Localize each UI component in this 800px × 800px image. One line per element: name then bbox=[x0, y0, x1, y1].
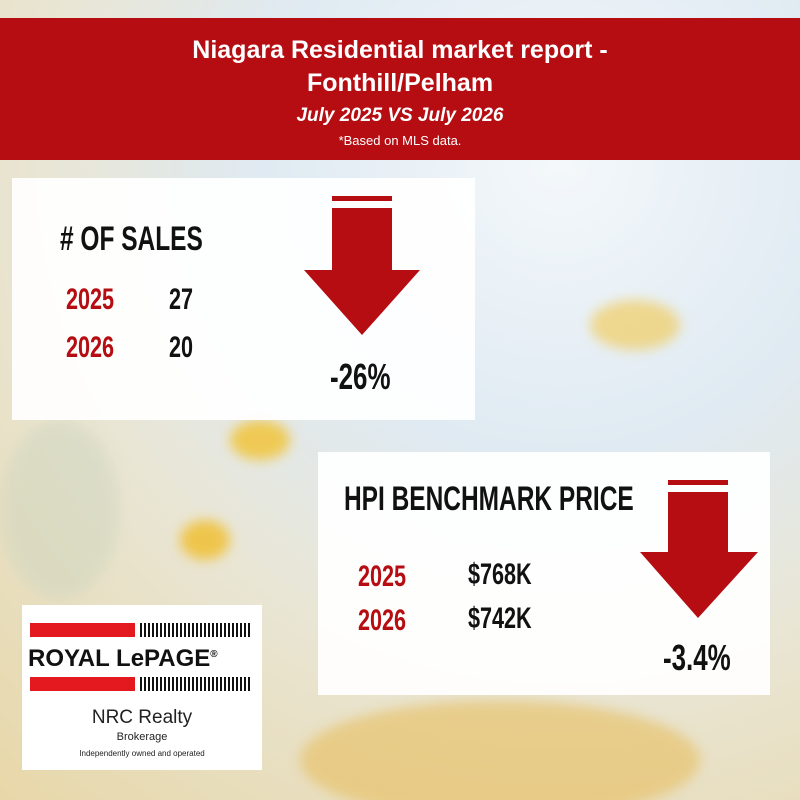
foliage bbox=[0, 420, 120, 600]
down-arrow bbox=[304, 196, 420, 335]
logo-card: ROYAL LePAGE® NRC Realty Brokerage Indep… bbox=[22, 605, 262, 770]
value: $742K bbox=[468, 602, 532, 635]
title: Niagara Residential market report - bbox=[192, 36, 608, 64]
card-title: HPI BENCHMARK PRICE bbox=[344, 480, 634, 518]
year: 2026 bbox=[358, 604, 407, 637]
flower bbox=[230, 420, 290, 460]
subtitle: July 2025 VS July 2026 bbox=[296, 105, 504, 126]
year: 2026 bbox=[66, 331, 115, 364]
office-type: Brokerage bbox=[116, 731, 168, 743]
flower bbox=[180, 520, 230, 560]
change: -26% bbox=[330, 356, 391, 397]
brand-name: ROYAL LePAGE bbox=[28, 645, 211, 672]
header: Niagara Residential market report - Font… bbox=[0, 18, 800, 160]
brand: ROYAL LePAGE® bbox=[28, 645, 218, 673]
year: 2025 bbox=[66, 283, 115, 316]
title: Fonthill/Pelham bbox=[306, 69, 494, 97]
registered: ® bbox=[210, 649, 218, 660]
value: 20 bbox=[169, 331, 194, 364]
change: -3.4% bbox=[663, 637, 731, 678]
down-arrow bbox=[640, 480, 758, 618]
value: $768K bbox=[468, 558, 532, 591]
year: 2025 bbox=[358, 560, 407, 593]
flower bbox=[590, 300, 680, 350]
note: *Based on MLS data. bbox=[338, 133, 462, 148]
value: 27 bbox=[169, 283, 194, 316]
hpi-card: HPI BENCHMARK PRICE 2025 $768K 2026 $742… bbox=[318, 452, 770, 695]
flowers bbox=[300, 700, 700, 800]
tagline: Independently owned and operated bbox=[79, 749, 205, 758]
office: NRC Realty bbox=[91, 707, 193, 728]
sales-card: # OF SALES 2025 27 2026 20 -26% bbox=[12, 178, 475, 420]
card-title: # OF SALES bbox=[60, 220, 203, 258]
